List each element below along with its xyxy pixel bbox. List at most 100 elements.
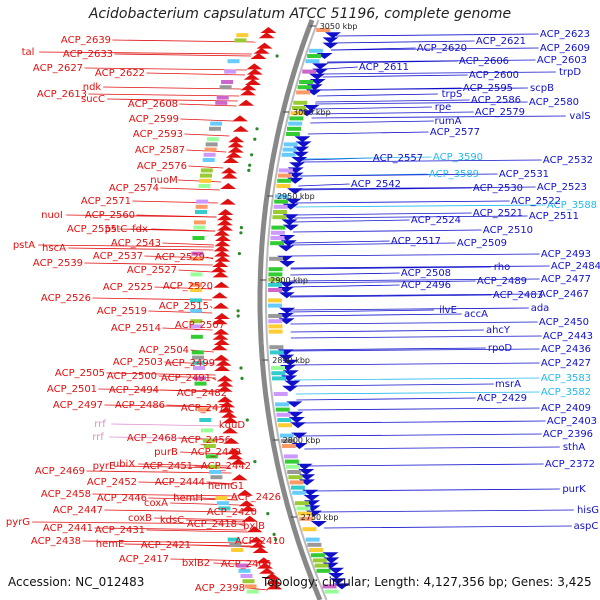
gene-label-leader bbox=[92, 493, 238, 497]
gene-label: rrf bbox=[92, 432, 104, 443]
gene-class-block bbox=[190, 319, 203, 324]
gene-class-block bbox=[297, 511, 312, 516]
forward-strand-gene-arrow bbox=[287, 411, 304, 418]
kbp-tick-label: 3050 kbp bbox=[320, 22, 358, 31]
gene-label-leader bbox=[107, 98, 238, 102]
gene-label: ubiX bbox=[113, 459, 135, 470]
gene-label-leader bbox=[290, 294, 492, 298]
gene-label: ACP_3590 bbox=[433, 152, 483, 163]
gene-class-block bbox=[204, 147, 217, 152]
gene-label: ACP_2484 bbox=[551, 261, 600, 272]
gene-label-leader bbox=[299, 420, 546, 424]
gene-label-leader bbox=[179, 103, 237, 107]
gene-label-leader bbox=[290, 280, 476, 284]
reverse-strand-gene-arrow bbox=[226, 448, 243, 455]
gene-label-leader bbox=[238, 523, 246, 527]
gene-class-block bbox=[195, 204, 208, 209]
gene-label: ACP_2449 bbox=[191, 447, 241, 458]
gene-label-leader bbox=[327, 59, 536, 63]
gene-class-block bbox=[205, 454, 218, 459]
gene-label-leader bbox=[146, 529, 248, 533]
gene-class-block bbox=[221, 80, 234, 84]
gene-label: ACP_2503 bbox=[113, 357, 163, 368]
gene-class-block bbox=[268, 329, 283, 334]
forward-strand-gene-arrow bbox=[309, 73, 326, 80]
forward-strand-gene-arrow bbox=[322, 552, 339, 559]
gene-label-leader bbox=[103, 86, 242, 90]
gene-label: ACP_2639 bbox=[61, 35, 111, 46]
gene-class-block bbox=[273, 392, 288, 396]
reverse-strand-gene-arrow bbox=[248, 536, 265, 543]
gene-label-leader bbox=[210, 305, 213, 309]
gene-class-block bbox=[231, 548, 244, 552]
gene-label-leader bbox=[106, 372, 216, 376]
gene-label: pstC bbox=[105, 224, 127, 235]
gene-class-block bbox=[324, 589, 339, 594]
gene-label: ACP_2441 bbox=[43, 523, 93, 534]
gene-label-leader bbox=[151, 228, 216, 232]
gene-label-leader bbox=[84, 67, 247, 71]
gene-label-leader bbox=[295, 391, 540, 395]
gene-class-block bbox=[190, 282, 203, 287]
gene-class-block bbox=[236, 563, 249, 568]
gene-class-block bbox=[286, 464, 300, 469]
gene-class-block bbox=[278, 423, 293, 428]
gene-label: kduD bbox=[219, 420, 245, 431]
gene-label: trpS bbox=[442, 89, 463, 100]
reverse-strand-gene-arrow bbox=[231, 115, 248, 122]
gene-class-block bbox=[206, 137, 219, 142]
gene-label-leader bbox=[290, 265, 550, 269]
gene-class-block bbox=[289, 480, 304, 485]
gene-class-block bbox=[279, 433, 294, 438]
gene-class-block bbox=[190, 324, 203, 329]
reverse-strand-gene-arrow bbox=[212, 302, 229, 309]
forward-strand-gene-arrow bbox=[292, 151, 309, 158]
forward-strand-gene-arrow bbox=[278, 245, 295, 252]
gene-class-block bbox=[216, 501, 229, 506]
gene-class-block bbox=[244, 584, 257, 589]
gene-label-leader bbox=[206, 256, 214, 260]
gene-label: ACP_2447 bbox=[53, 505, 103, 516]
gene-class-block bbox=[269, 256, 284, 261]
gene-label: ACP_2494 bbox=[109, 385, 159, 396]
gene-label: ACP_2504 bbox=[139, 345, 189, 356]
gene-label-leader bbox=[336, 33, 539, 37]
gene-label-leader bbox=[297, 407, 540, 411]
gene-class-block bbox=[195, 210, 207, 214]
gene-label-leader bbox=[154, 517, 244, 521]
gene-label-leader bbox=[188, 165, 224, 169]
gene-label: ACP_2576 bbox=[137, 161, 187, 172]
gene-label-leader bbox=[290, 278, 540, 282]
forward-strand-gene-arrow bbox=[281, 219, 298, 226]
gene-label: purB bbox=[154, 447, 178, 458]
gene-label: ACP_2499 bbox=[165, 358, 215, 369]
gene-label-leader bbox=[319, 509, 574, 513]
gene-label: ACP_2509 bbox=[457, 238, 507, 249]
gene-label-leader bbox=[184, 133, 230, 137]
forward-strand-gene-arrow bbox=[322, 37, 339, 44]
gene-label: ndk bbox=[83, 82, 102, 93]
gene-class-block bbox=[216, 95, 229, 100]
forward-strand-gene-arrow bbox=[282, 224, 299, 231]
gene-label: ACP_2372 bbox=[545, 459, 595, 470]
gene-label-leader bbox=[38, 244, 214, 248]
gene-label: ACP_2609 bbox=[540, 43, 590, 54]
gene-label-leader bbox=[291, 348, 540, 352]
gene-class-block bbox=[234, 38, 247, 43]
reverse-strand-gene-arrow bbox=[250, 53, 267, 59]
gene-label: ACP_2443 bbox=[543, 331, 593, 342]
gene-label-leader bbox=[109, 436, 225, 440]
reverse-strand-gene-arrow bbox=[249, 541, 266, 548]
marker-dot bbox=[239, 226, 243, 230]
gene-label-leader bbox=[313, 488, 560, 492]
gene-class-block bbox=[270, 241, 285, 246]
gene-label-leader bbox=[307, 463, 544, 467]
gene-label: rrf bbox=[94, 419, 106, 430]
gene-class-block bbox=[296, 90, 311, 95]
gene-label-leader bbox=[160, 389, 218, 393]
reverse-strand-gene-arrow bbox=[256, 562, 273, 569]
gene-class-block bbox=[307, 542, 322, 547]
gene-label-leader bbox=[310, 120, 434, 124]
gene-label-leader bbox=[146, 72, 246, 76]
reverse-strand-gene-arrow bbox=[219, 401, 236, 408]
